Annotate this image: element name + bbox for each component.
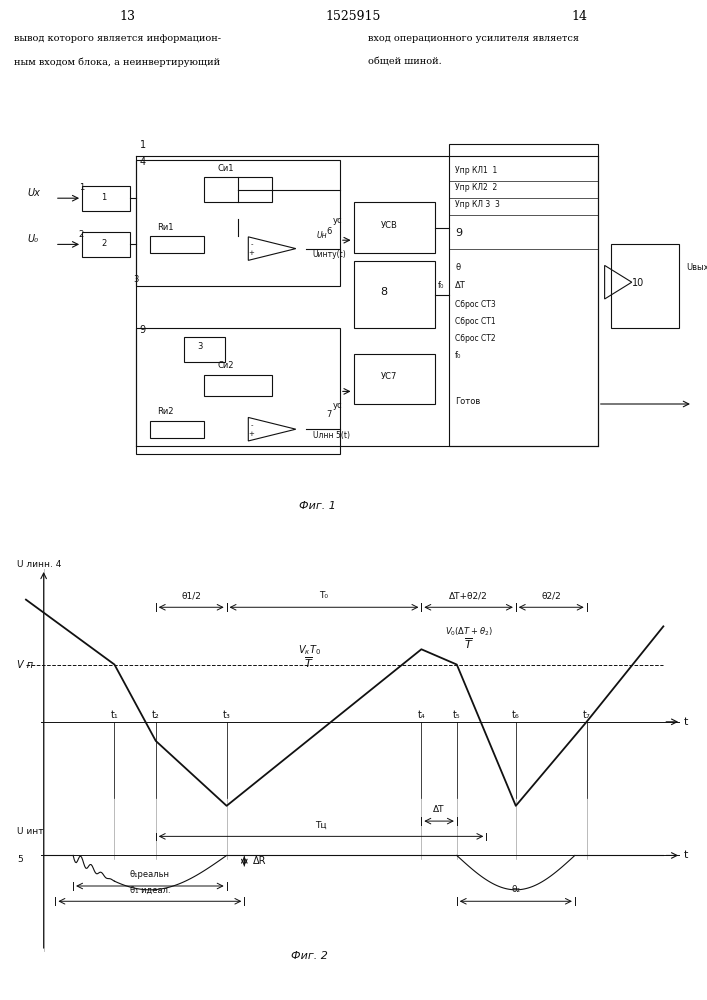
Text: +: + xyxy=(249,250,255,256)
Text: Си2: Си2 xyxy=(218,361,234,370)
Text: T₀: T₀ xyxy=(320,591,329,600)
Text: f₀: f₀ xyxy=(455,351,462,360)
Text: ΔR: ΔR xyxy=(253,856,267,866)
Text: ус: ус xyxy=(333,401,343,410)
Text: 1: 1 xyxy=(101,193,106,202)
Text: Фиг. 1: Фиг. 1 xyxy=(299,501,336,511)
Text: вход операционного усилителя является: вход операционного усилителя является xyxy=(368,34,578,43)
Text: θ₁ идеал.: θ₁ идеал. xyxy=(129,885,170,894)
Text: Готов: Готов xyxy=(455,397,481,406)
Bar xyxy=(612,244,679,328)
Text: V п: V п xyxy=(17,660,33,670)
Bar xyxy=(150,421,204,438)
Bar xyxy=(448,144,598,446)
Text: t₂: t₂ xyxy=(152,710,160,720)
Text: вывод которого является информацион-: вывод которого является информацион- xyxy=(14,34,221,43)
Text: 2: 2 xyxy=(101,239,106,248)
Bar xyxy=(136,160,340,286)
Text: УС7: УС7 xyxy=(380,372,397,381)
Text: $\overline{T}$: $\overline{T}$ xyxy=(464,637,474,651)
Text: 3: 3 xyxy=(197,342,203,351)
Text: Tц: Tц xyxy=(315,820,327,829)
Bar xyxy=(150,236,204,253)
Text: 7: 7 xyxy=(327,410,332,419)
Text: Uвых: Uвых xyxy=(686,263,707,272)
Text: Rи2: Rи2 xyxy=(157,408,173,416)
Text: 8: 8 xyxy=(380,287,387,297)
Text: $\overline{T}$: $\overline{T}$ xyxy=(305,656,314,670)
Text: 14: 14 xyxy=(572,10,588,23)
Text: 13: 13 xyxy=(119,10,135,23)
Text: ΔТ: ΔТ xyxy=(455,282,466,290)
Text: θ₁реальн: θ₁реальн xyxy=(130,870,170,879)
Text: 2: 2 xyxy=(78,230,84,239)
Bar xyxy=(204,375,272,396)
Text: Упр КЛ1  1: Упр КЛ1 1 xyxy=(455,166,498,175)
Text: ΔT+θ2/2: ΔT+θ2/2 xyxy=(449,591,488,600)
Bar xyxy=(354,202,435,253)
Text: t₅: t₅ xyxy=(453,710,460,720)
Text: Сброс СТ1: Сброс СТ1 xyxy=(455,317,496,326)
Text: 1525915: 1525915 xyxy=(326,10,381,23)
Text: U линн. 4: U линн. 4 xyxy=(17,560,62,569)
Text: 5: 5 xyxy=(17,855,23,864)
Text: θ1/2: θ1/2 xyxy=(181,591,201,600)
Text: Сброс СТ2: Сброс СТ2 xyxy=(455,334,496,343)
Text: t: t xyxy=(684,717,689,727)
Text: $V_к T_0$: $V_к T_0$ xyxy=(298,643,321,657)
Bar xyxy=(354,261,435,328)
Text: +: + xyxy=(249,430,255,436)
Text: θ₂: θ₂ xyxy=(511,885,520,894)
Text: Си1: Си1 xyxy=(218,164,234,173)
Text: 6: 6 xyxy=(327,227,332,236)
Text: -: - xyxy=(250,241,253,247)
Text: Сброс СТ3: Сброс СТ3 xyxy=(455,300,496,309)
Text: 3: 3 xyxy=(133,275,139,284)
Text: ным входом блока, а неинвертирующий: ным входом блока, а неинвертирующий xyxy=(14,58,221,67)
Text: общей шиной.: общей шиной. xyxy=(368,58,441,67)
Text: УСВ: УСВ xyxy=(380,221,397,230)
Text: ΔT: ΔT xyxy=(433,805,445,814)
Text: θ: θ xyxy=(455,263,460,272)
Text: 9: 9 xyxy=(455,228,462,238)
Text: Uинту(t): Uинту(t) xyxy=(312,250,346,259)
Bar xyxy=(184,337,225,362)
Text: 1: 1 xyxy=(78,183,84,192)
Bar xyxy=(354,354,435,404)
Text: -: - xyxy=(250,422,253,428)
Text: Uн: Uн xyxy=(316,231,327,240)
Text: θ2/2: θ2/2 xyxy=(542,591,561,600)
Text: t: t xyxy=(684,850,689,860)
Text: 10: 10 xyxy=(632,278,644,288)
Text: 4: 4 xyxy=(140,157,146,167)
Text: f₀: f₀ xyxy=(438,282,445,290)
Text: t₆: t₆ xyxy=(512,710,520,720)
Text: Фиг. 2: Фиг. 2 xyxy=(291,951,327,961)
Text: Uлнн 5(t): Uлнн 5(t) xyxy=(312,431,350,440)
Text: Упр КЛ 3  3: Упр КЛ 3 3 xyxy=(455,200,500,209)
Bar xyxy=(82,232,129,257)
Bar xyxy=(136,328,340,454)
Text: t₄: t₄ xyxy=(418,710,425,720)
Text: t₇: t₇ xyxy=(583,710,590,720)
Text: t₁: t₁ xyxy=(110,710,118,720)
Text: 1: 1 xyxy=(140,140,146,150)
Text: Uх: Uх xyxy=(28,188,40,198)
Text: t₃: t₃ xyxy=(223,710,230,720)
Text: U инт: U инт xyxy=(17,827,44,836)
Bar xyxy=(204,177,272,202)
Text: U₀: U₀ xyxy=(28,234,39,244)
Bar xyxy=(82,186,129,211)
Text: 9: 9 xyxy=(140,325,146,335)
Text: ус: ус xyxy=(333,216,343,225)
Text: Упр КЛ2  2: Упр КЛ2 2 xyxy=(455,183,498,192)
Text: $V_0(\Delta T+\theta_2)$: $V_0(\Delta T+\theta_2)$ xyxy=(445,625,493,638)
Text: Rи1: Rи1 xyxy=(157,223,173,232)
